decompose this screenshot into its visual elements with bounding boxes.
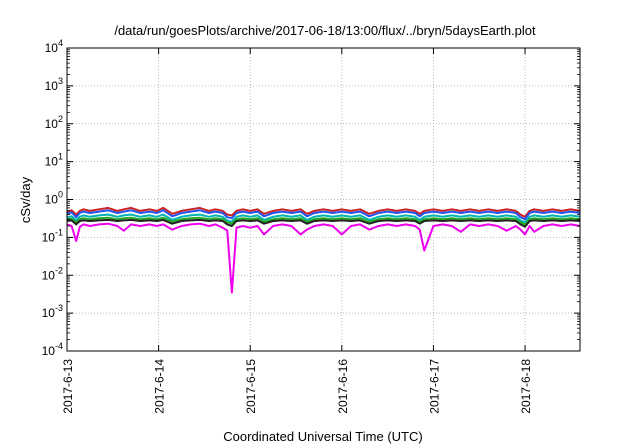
- grid-lines: [67, 48, 580, 351]
- plot-frame: [66, 47, 581, 352]
- x-tick-label: 2017-6-18: [519, 359, 533, 414]
- x-tick-label: 2017-6-16: [336, 359, 350, 414]
- x-tick-label: 2017-6-15: [244, 359, 258, 414]
- x-tick-label: 2017-6-17: [427, 359, 441, 414]
- y-axis-label: cSv/day: [18, 176, 33, 223]
- series-line-1: [66, 206, 581, 218]
- y-tick-label: 100: [45, 190, 63, 207]
- series-line-4: [66, 216, 581, 226]
- y-tick-label: 103: [45, 76, 63, 93]
- x-tick-label: 2017-6-14: [153, 359, 167, 414]
- y-tick-label: 10-1: [42, 227, 63, 244]
- series-line-2: [66, 209, 581, 221]
- y-tick-label: 101: [45, 152, 63, 169]
- y-tick-label: 10-3: [42, 303, 63, 320]
- series-line-3: [66, 213, 581, 224]
- series-group: [66, 206, 581, 294]
- series-line-6: [66, 222, 581, 294]
- y-axis-ticks: 104 103 102 101 100 10-1 10-2 10-3 10-4: [42, 38, 580, 358]
- y-tick-label: 104: [45, 38, 63, 55]
- y-tick-label: 10-4: [42, 341, 63, 358]
- x-axis-ticks: 2017-6-13 2017-6-14 2017-6-15 2017-6-16 2017…: [61, 48, 533, 414]
- y-tick-label: 102: [45, 114, 63, 131]
- series-line-5: [66, 218, 581, 228]
- x-axis-label: Coordinated Universal Time (UTC): [223, 429, 422, 444]
- chart-title: /data/run/goesPlots/archive/2017-06-18/1…: [114, 23, 536, 38]
- x-tick-label: 2017-6-13: [61, 359, 75, 414]
- y-tick-label: 10-2: [42, 265, 63, 282]
